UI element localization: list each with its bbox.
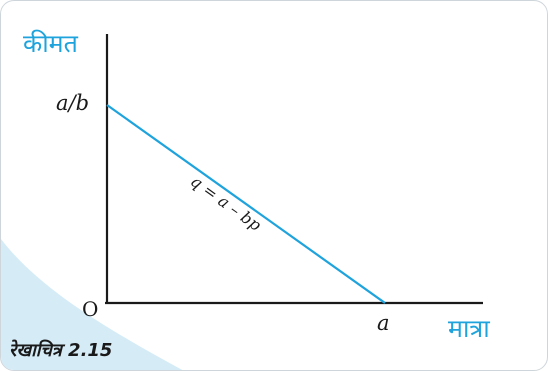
x-axis-title: मात्रा [448, 314, 490, 343]
demand-line [106, 104, 386, 304]
figure-caption: रेखाचित्र 2.15 [9, 340, 113, 361]
y-intercept-label: a/b [56, 91, 90, 115]
origin-label: O [82, 297, 99, 321]
x-intercept-label: a [377, 311, 390, 335]
y-axis-title: कीमत [23, 29, 78, 58]
